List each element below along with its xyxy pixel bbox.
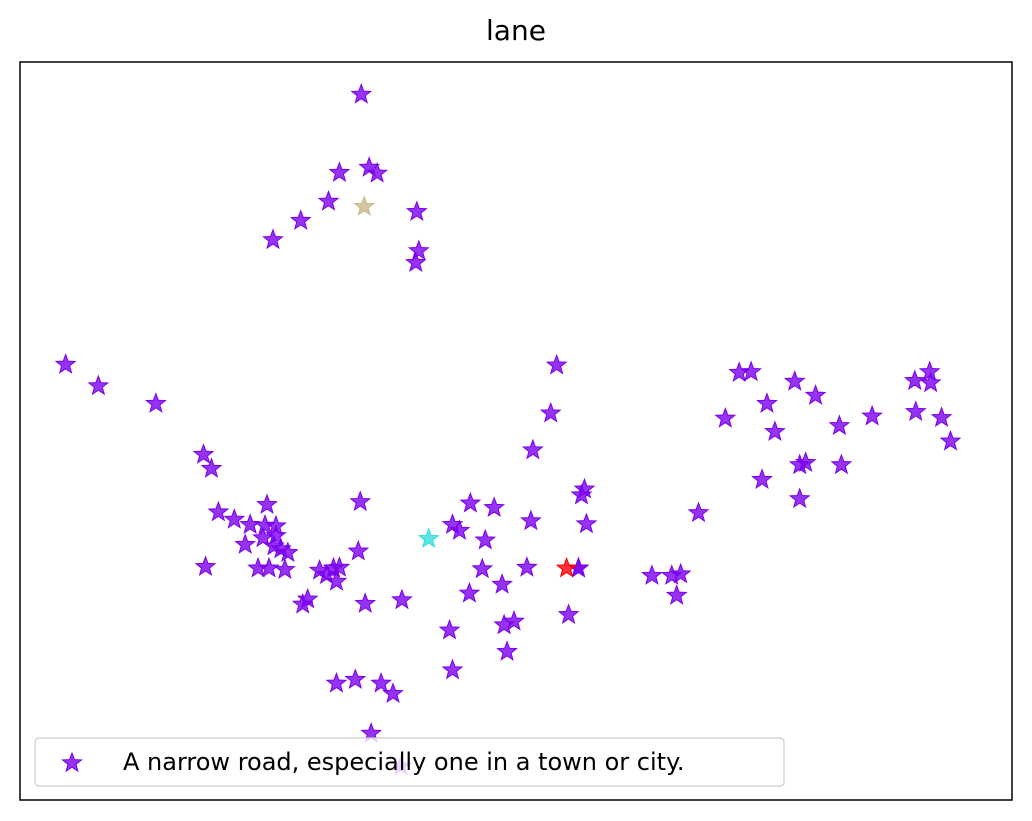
data-point — [570, 483, 593, 505]
data-point — [262, 228, 284, 250]
data-point — [503, 609, 525, 631]
legend-marker — [61, 751, 83, 773]
data-point — [87, 374, 110, 396]
data-point — [344, 668, 367, 689]
data-point — [474, 528, 497, 550]
data-point — [354, 592, 377, 613]
data-point — [740, 360, 762, 382]
legend-label: A narrow road, especially one in a town … — [123, 748, 684, 776]
data-point — [448, 519, 471, 540]
data-point — [382, 682, 404, 703]
data-point — [347, 539, 370, 561]
data-point — [669, 562, 692, 584]
data-point — [641, 564, 663, 585]
data-point — [751, 468, 773, 489]
data-point — [349, 490, 372, 512]
points-layer — [54, 83, 962, 776]
legend: A narrow road, especially one in a town … — [34, 737, 785, 787]
data-point — [483, 496, 506, 517]
data-point — [919, 371, 942, 393]
data-point — [192, 443, 215, 464]
data-point — [794, 451, 817, 472]
legend-box — [34, 737, 785, 787]
data-point — [516, 556, 538, 577]
data-point — [325, 570, 348, 591]
data-point — [520, 509, 542, 531]
data-point — [714, 407, 737, 428]
data-point — [223, 508, 246, 529]
data-point — [194, 555, 217, 577]
data-point — [328, 161, 351, 182]
data-point — [234, 533, 257, 554]
data-point — [405, 200, 428, 222]
data-point — [828, 414, 851, 436]
data-point — [496, 640, 518, 661]
data-point — [665, 584, 688, 605]
data-point — [200, 457, 223, 478]
data-point — [830, 453, 853, 475]
data-point — [471, 557, 494, 579]
data-point — [54, 353, 77, 374]
data-point — [441, 658, 464, 680]
data-point — [407, 239, 430, 261]
plot-frame — [19, 61, 1013, 801]
data-point — [804, 384, 827, 405]
data-point — [521, 438, 544, 460]
data-point — [756, 392, 778, 413]
data-point — [350, 83, 373, 104]
data-point — [539, 401, 562, 423]
data-point — [265, 524, 287, 546]
data-point — [370, 671, 392, 693]
data-point — [273, 558, 296, 579]
data-point — [325, 671, 348, 693]
data-point — [366, 162, 388, 183]
data-point — [930, 406, 953, 427]
data-point — [575, 512, 598, 534]
data-point — [289, 209, 312, 230]
data-point — [404, 251, 427, 272]
data-point — [145, 392, 167, 413]
data-point — [903, 369, 926, 391]
data-point — [557, 603, 580, 625]
data-point — [687, 501, 710, 523]
legend-marker-star — [61, 751, 83, 773]
data-point — [239, 513, 262, 534]
data-point — [764, 420, 786, 441]
data-point — [904, 400, 927, 422]
highlight-point — [417, 527, 440, 548]
data-point — [296, 587, 319, 609]
highlight-point — [353, 195, 376, 216]
data-point — [207, 500, 230, 522]
data-point — [783, 370, 806, 391]
highlight-point — [555, 556, 578, 578]
data-point — [788, 487, 811, 509]
chart-title: lane — [486, 14, 546, 47]
data-point — [256, 493, 278, 515]
data-point — [391, 588, 413, 610]
data-point — [328, 556, 351, 577]
data-point — [939, 429, 962, 451]
data-point — [458, 581, 481, 603]
data-point — [438, 618, 461, 640]
data-point — [254, 514, 276, 535]
data-point — [861, 404, 883, 426]
data-point — [317, 190, 340, 211]
data-point — [459, 491, 482, 513]
data-point — [276, 541, 299, 563]
data-point — [258, 556, 280, 578]
data-point — [491, 573, 513, 594]
data-point — [545, 353, 568, 375]
